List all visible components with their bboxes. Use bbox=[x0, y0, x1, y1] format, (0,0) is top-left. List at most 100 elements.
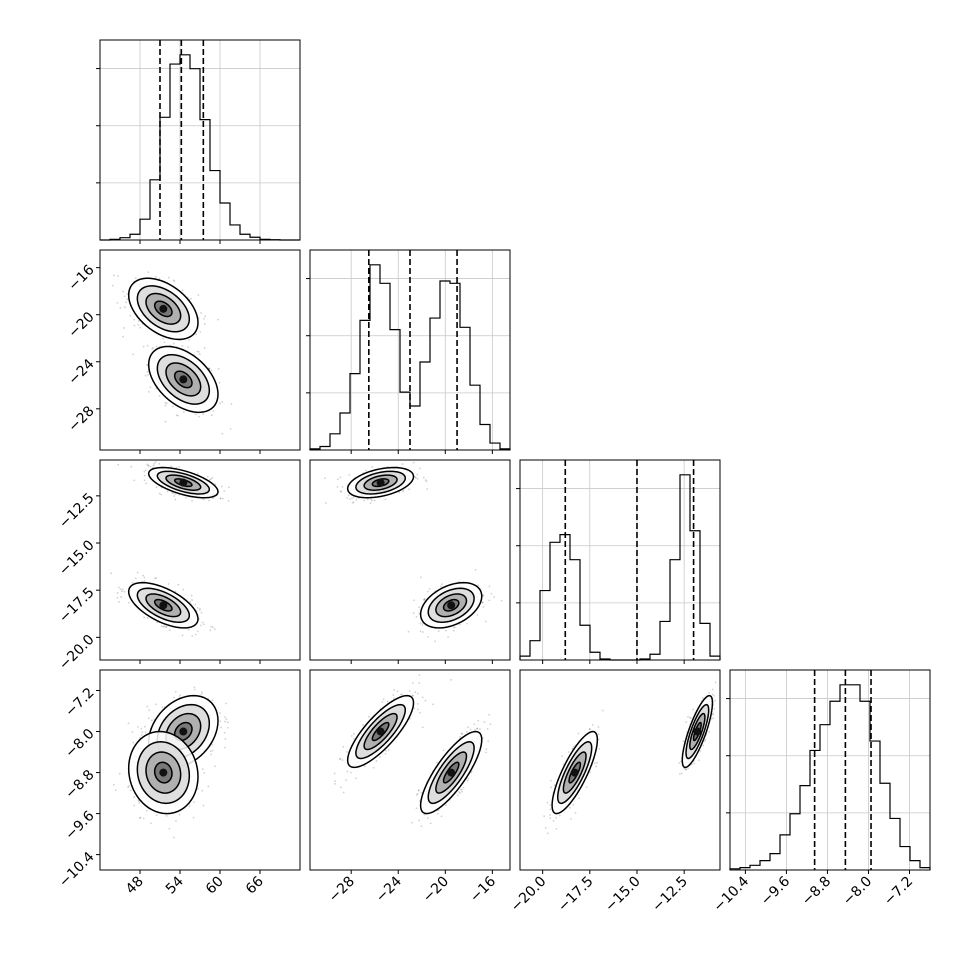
sample-point bbox=[555, 816, 558, 819]
sample-point bbox=[342, 745, 345, 748]
sample-point bbox=[173, 280, 176, 283]
sample-point bbox=[155, 345, 158, 348]
sample-point bbox=[423, 598, 425, 601]
sample-point bbox=[219, 497, 222, 500]
sample-point bbox=[474, 729, 476, 731]
sample-point bbox=[423, 597, 426, 600]
sample-point bbox=[164, 420, 167, 423]
grid bbox=[730, 670, 930, 870]
sample-point bbox=[200, 312, 202, 314]
sample-point bbox=[197, 294, 200, 296]
sample-point bbox=[426, 488, 429, 490]
sample-point bbox=[485, 748, 488, 751]
sample-point bbox=[163, 625, 166, 627]
sample-point bbox=[336, 486, 339, 488]
sample-point bbox=[188, 339, 190, 341]
sample-point bbox=[123, 590, 126, 593]
sample-point bbox=[201, 789, 204, 792]
sample-point bbox=[133, 318, 135, 321]
sample-point bbox=[203, 347, 206, 350]
sample-point bbox=[211, 626, 214, 629]
sample-point bbox=[396, 690, 399, 693]
sample-point bbox=[230, 403, 233, 405]
sample-point bbox=[362, 724, 364, 726]
sample-point bbox=[167, 583, 170, 585]
sample-point bbox=[182, 411, 185, 413]
sample-point bbox=[461, 732, 463, 735]
sample-point bbox=[172, 279, 175, 282]
sample-point bbox=[126, 298, 129, 301]
sample-point bbox=[121, 588, 124, 591]
sample-point bbox=[142, 817, 145, 820]
sample-point bbox=[214, 483, 217, 486]
sample-point bbox=[132, 741, 135, 744]
sample-point bbox=[219, 402, 221, 405]
sample-point bbox=[174, 690, 177, 693]
panel-frame bbox=[99, 459, 301, 661]
sample-point bbox=[595, 765, 597, 768]
sample-point bbox=[175, 414, 178, 417]
sample-point bbox=[143, 479, 146, 482]
sample-point bbox=[133, 796, 136, 799]
sample-point bbox=[167, 276, 170, 279]
sample-point bbox=[199, 331, 202, 333]
sample-point bbox=[127, 786, 129, 789]
sample-point bbox=[708, 731, 711, 733]
sample-point bbox=[411, 821, 413, 824]
sample-point bbox=[202, 804, 205, 807]
sample-point bbox=[203, 317, 205, 320]
sample-point bbox=[417, 702, 419, 705]
sample-point bbox=[684, 768, 687, 771]
sample-point bbox=[423, 813, 426, 816]
sample-point bbox=[209, 629, 212, 632]
sample-point bbox=[142, 345, 145, 348]
sample-point bbox=[476, 727, 479, 730]
sample-point bbox=[200, 611, 203, 614]
sample-point bbox=[693, 762, 696, 765]
sample-point bbox=[401, 490, 404, 493]
sample-point bbox=[440, 815, 443, 818]
sample-point bbox=[147, 717, 150, 720]
sample-point bbox=[419, 576, 422, 579]
sample-point bbox=[419, 630, 422, 633]
panel-bg bbox=[310, 460, 510, 660]
sample-point bbox=[692, 708, 694, 711]
sample-point bbox=[339, 786, 342, 789]
sample-point bbox=[139, 816, 142, 819]
sample-point bbox=[572, 745, 575, 748]
sample-point bbox=[345, 779, 347, 782]
sample-point bbox=[197, 787, 200, 790]
density-peak bbox=[447, 768, 456, 777]
sample-point bbox=[342, 791, 345, 794]
sample-point bbox=[385, 749, 387, 752]
panel-frame bbox=[99, 249, 301, 451]
sample-point bbox=[411, 682, 414, 684]
sample-point bbox=[416, 792, 419, 795]
sample-point bbox=[172, 492, 174, 495]
sample-point bbox=[193, 688, 196, 691]
sample-point bbox=[549, 808, 552, 811]
density-peak bbox=[159, 601, 168, 610]
sample-point bbox=[127, 601, 130, 604]
sample-point bbox=[543, 815, 546, 818]
sample-point bbox=[678, 762, 681, 764]
sample-point bbox=[710, 717, 713, 720]
sample-point bbox=[352, 738, 355, 740]
sample-point bbox=[143, 580, 146, 582]
sample-point bbox=[577, 732, 580, 735]
sample-point bbox=[550, 786, 553, 789]
sample-point bbox=[381, 701, 384, 703]
sample-point bbox=[481, 601, 484, 604]
sample-point bbox=[466, 726, 469, 729]
panel-content bbox=[333, 674, 492, 828]
sample-point bbox=[131, 731, 134, 734]
sample-point bbox=[467, 777, 470, 780]
sample-point bbox=[160, 493, 163, 496]
sample-point bbox=[163, 341, 166, 344]
sample-point bbox=[477, 584, 479, 587]
sample-point bbox=[594, 762, 596, 765]
sample-point bbox=[128, 785, 130, 787]
sample-point bbox=[208, 478, 211, 481]
sample-point bbox=[713, 707, 716, 710]
sample-point bbox=[139, 326, 142, 329]
